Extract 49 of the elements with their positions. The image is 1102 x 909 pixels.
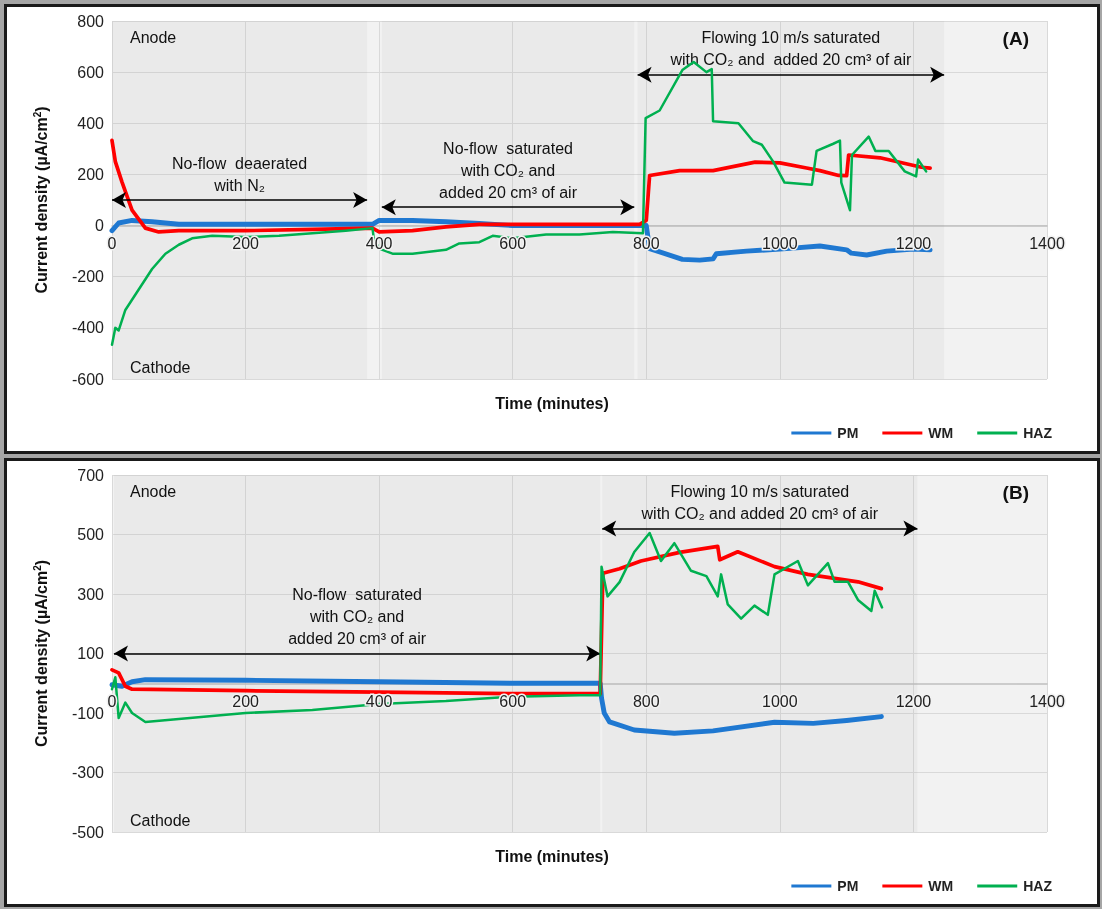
line-series <box>110 531 884 724</box>
band-label: No-flow deaerated with N₂ <box>171 154 308 194</box>
y-tick-label: 100 <box>77 645 105 662</box>
annotation: Cathode <box>130 811 191 829</box>
x-tick-label: 1000 <box>762 692 798 710</box>
annotation: Anode <box>130 482 177 500</box>
x-axis-title: Time (minutes) <box>495 847 609 865</box>
y-tick-label: -300 <box>71 764 105 781</box>
y-tick-label: 0 <box>95 217 105 235</box>
annotation: Cathode <box>130 358 191 376</box>
legend-label: HAZ <box>1023 878 1053 894</box>
x-tick-label: 1200 <box>895 692 932 710</box>
legend-label: WM <box>928 878 954 894</box>
band-label: Flowing 10 m/s saturated with CO₂ and added 20 cm³ of air <box>640 483 879 523</box>
y-tick-label: 600 <box>77 63 105 81</box>
y-tick-label: 500 <box>77 526 105 543</box>
x-tick-label: 800 <box>632 692 660 710</box>
y-tick-label: 400 <box>77 114 105 132</box>
y-tick-label: 800 <box>77 12 105 30</box>
x-tick-label: 0 <box>107 235 117 253</box>
line-series <box>110 138 932 234</box>
y-tick-label: -400 <box>71 319 105 337</box>
y-axis-title: Current density (µA/cm2) <box>31 106 50 294</box>
x-tick-label: 600 <box>499 692 527 710</box>
y-tick-label: -100 <box>71 704 105 722</box>
line-series <box>109 677 884 736</box>
y-axis-title: Current density (µA/cm2) <box>31 559 50 748</box>
y-tick-label: -600 <box>71 370 105 388</box>
y-tick-label: -500 <box>71 823 105 841</box>
band-label: No-flow saturated with CO₂ and added 20 cm³ of air <box>439 139 578 201</box>
y-tick-label: -200 <box>71 268 105 286</box>
annotation: (B) <box>1002 482 1030 503</box>
x-tick-label: 1400 <box>1029 235 1065 253</box>
legend-label: PM <box>837 878 859 894</box>
x-tick-label: 200 <box>232 235 260 253</box>
x-tick-label: 0 <box>107 692 117 710</box>
annotation: Anode <box>130 28 177 46</box>
x-tick-label: 1400 <box>1029 692 1065 710</box>
annotation: (A) <box>1002 28 1030 49</box>
band-label: No-flow saturated with CO₂ and added 20 cm³ of air <box>288 586 427 647</box>
y-tick-label: 200 <box>77 165 105 183</box>
y-tick-label: 300 <box>77 585 105 603</box>
x-tick-label: 200 <box>232 692 260 710</box>
legend-label: WM <box>928 425 954 441</box>
y-tick-label: 700 <box>77 466 105 484</box>
x-axis-title: Time (minutes) <box>495 394 609 412</box>
legend-label: PM <box>837 425 859 441</box>
x-tick-label: 600 <box>499 235 527 253</box>
legend-label: HAZ <box>1023 425 1053 441</box>
